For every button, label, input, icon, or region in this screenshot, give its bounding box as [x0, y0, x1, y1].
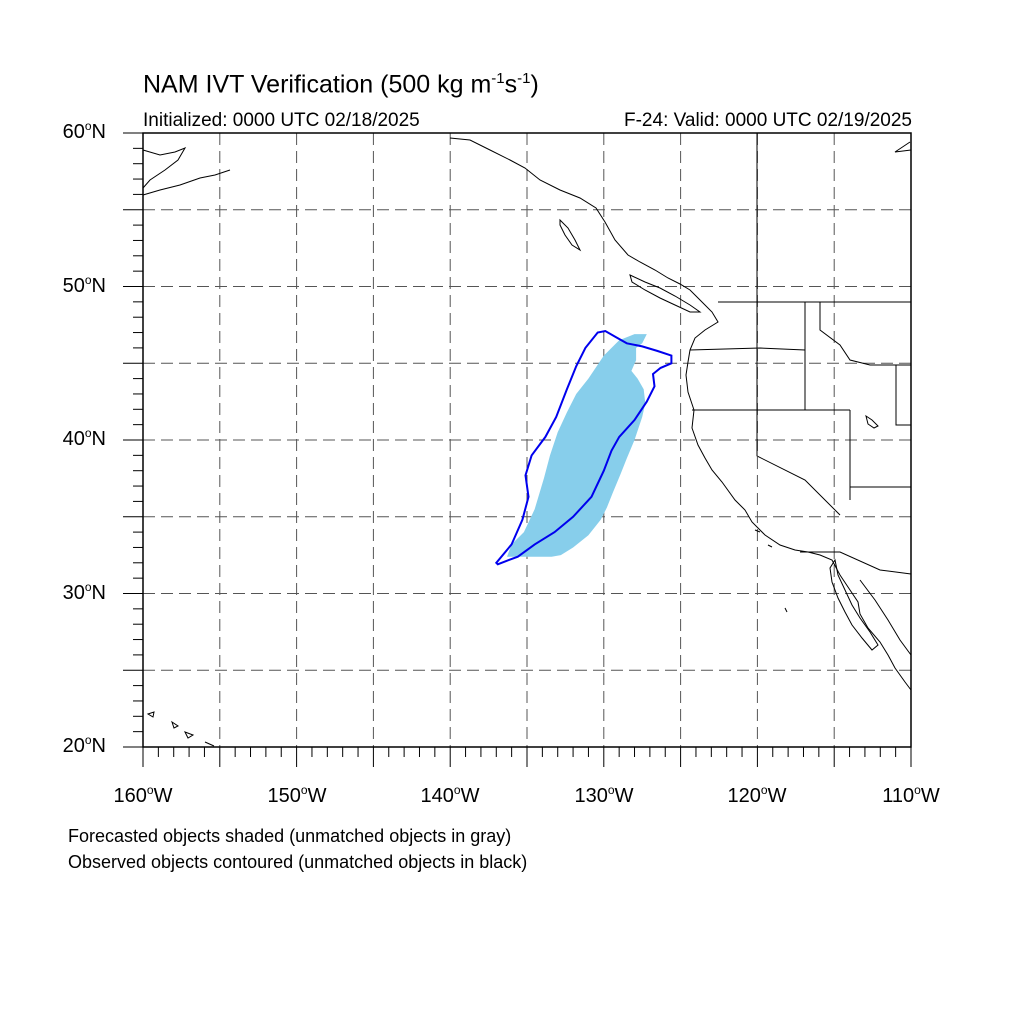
lon-label-160w: 160oW	[113, 783, 173, 807]
state-borders	[689, 133, 912, 575]
observed-legend-note: Observed objects contoured (unmatched ob…	[68, 852, 528, 872]
lat-label-30: 30oN	[62, 580, 106, 604]
graticule	[143, 133, 911, 747]
hawaii-islands	[146, 711, 215, 747]
baja-peninsula	[829, 558, 879, 651]
lon-label-120w: 120oW	[727, 783, 787, 807]
coastlines-and-borders	[142, 133, 912, 747]
lat-label-60: 60oN	[62, 119, 106, 143]
lon-label-110w: 110oW	[882, 783, 940, 807]
figure-title: NAM IVT Verification (500 kg m-1s-1)	[143, 70, 539, 99]
forecast-legend-note: Forecasted objects shaded (unmatched obj…	[68, 826, 512, 846]
lat-label-40: 40oN	[62, 426, 106, 450]
lake-detail	[865, 414, 879, 429]
lon-label-130w: 130oW	[574, 783, 634, 807]
lon-label-150w: 150oW	[267, 783, 327, 807]
observed-layer	[494, 329, 673, 566]
lon-label-140w: 140oW	[420, 783, 480, 807]
initialized-time: Initialized: 0000 UTC 02/18/2025	[143, 110, 420, 131]
alaska-coast	[142, 146, 231, 196]
channel-islands	[754, 529, 788, 613]
mexico-mainland-coast	[859, 579, 912, 656]
lat-label-50: 50oN	[62, 273, 106, 297]
objects-layer	[507, 334, 647, 557]
map-frame	[142, 132, 912, 748]
observed-object-contour	[494, 329, 673, 566]
lat-label-20: 20oN	[62, 733, 106, 757]
vancouver-island	[629, 274, 702, 313]
haida-gwaii	[559, 218, 582, 252]
pacific-coastline	[449, 137, 912, 691]
valid-time: F-24: Valid: 0000 UTC 02/19/2025	[624, 110, 912, 131]
axis-ticks	[123, 132, 912, 767]
forecast-object-shading	[507, 334, 647, 557]
